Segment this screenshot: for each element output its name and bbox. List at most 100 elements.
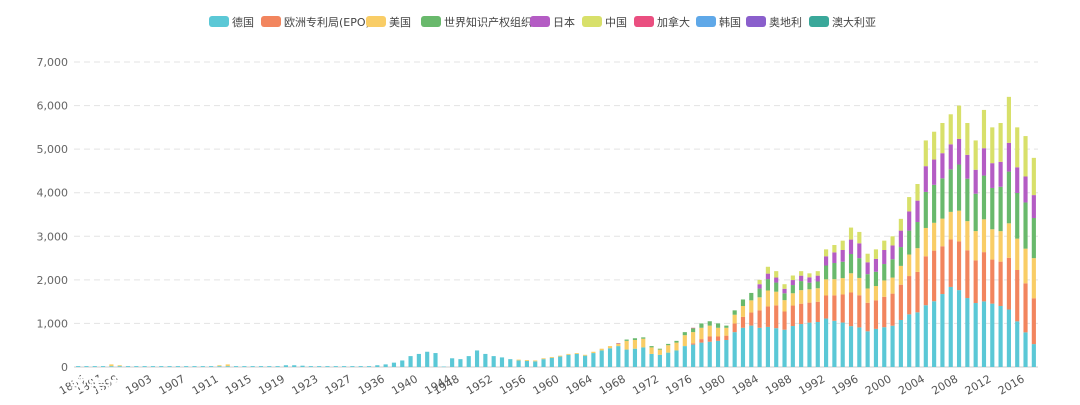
bar-segment [898, 265, 903, 285]
bar-segment [275, 366, 280, 367]
legend-item[interactable]: 日本 [530, 15, 575, 29]
bar-segment [632, 348, 638, 367]
bar-stack [765, 266, 770, 367]
legend-item[interactable]: 韩国 [696, 15, 741, 29]
bar-segment [848, 254, 854, 274]
bar-segment [873, 300, 879, 329]
bar-segment [292, 365, 297, 367]
bar-segment [657, 349, 662, 355]
bar-segment [533, 360, 538, 362]
bar-segment [840, 261, 845, 279]
bar-segment [865, 274, 870, 289]
legend-item[interactable]: 澳大利亚 [809, 15, 876, 29]
bar-segment [1006, 96, 1011, 143]
bar-segment [740, 316, 746, 328]
bar-segment [898, 284, 903, 320]
x-tick-label: 1915 [223, 372, 254, 397]
bar-stack [425, 351, 430, 367]
bar-segment [641, 337, 646, 339]
bar-segment [782, 284, 787, 289]
bar-segment [591, 353, 596, 367]
legend[interactable]: 德国 欧洲专利局(EPO) 美国 世界知识产权组织 日本 中国 加拿大 韩国 奥地利 澳大利亚 [209, 15, 876, 29]
bar-segment [408, 356, 413, 367]
legend-item[interactable]: 世界知识产权组织 [421, 15, 532, 29]
bar-segment [799, 271, 804, 276]
legend-item[interactable]: 加拿大 [634, 15, 690, 29]
bar-segment [973, 140, 978, 170]
bar-segment [998, 123, 1003, 162]
bar-stack [948, 114, 953, 367]
bar-stack [92, 366, 97, 367]
bar-stack [209, 366, 214, 367]
legend-item[interactable]: 德国 [209, 15, 254, 29]
bar-stack [840, 240, 845, 367]
bar-segment [325, 366, 330, 367]
bar-segment [848, 239, 854, 255]
bar-segment [699, 339, 704, 343]
bar-stack [865, 253, 870, 367]
legend-item[interactable]: 美国 [366, 16, 411, 29]
y-tick-label: 2,000 [37, 274, 69, 287]
bar-segment [890, 277, 895, 294]
bar-segment [682, 332, 687, 336]
bar-segment [998, 306, 1003, 367]
bar-stack [250, 366, 255, 367]
bar-segment [782, 293, 787, 301]
bar-segment [1031, 344, 1036, 367]
bar-segment [815, 275, 820, 282]
legend-item[interactable]: 欧洲专利局(EPO) [261, 15, 370, 29]
bar-stack [848, 227, 854, 367]
bar-segment [425, 351, 430, 367]
bar-stack [200, 366, 205, 367]
bar-stack [607, 346, 613, 367]
bar-segment [732, 310, 737, 315]
bar-stack [184, 366, 189, 367]
bar-segment [940, 153, 945, 179]
bar-segment [824, 265, 829, 280]
bar-stack [358, 366, 363, 367]
bar-segment [973, 193, 978, 232]
bar-stack [1023, 136, 1028, 367]
bar-segment [898, 247, 903, 266]
legend-swatch [582, 16, 602, 27]
bar-segment [1031, 298, 1036, 345]
x-tick-label: 1927 [323, 372, 354, 397]
bar-segment [857, 231, 862, 244]
bar-segment [848, 227, 854, 240]
bar-stack [76, 366, 81, 367]
bar-segment [84, 366, 89, 367]
bar-segment [458, 359, 463, 367]
bar-segment [1015, 270, 1020, 322]
bar-stack [333, 366, 338, 367]
bar-stack [275, 366, 280, 367]
x-tick-label: 1996 [830, 372, 861, 397]
bar-segment [782, 288, 787, 294]
y-tick-label: 4,000 [37, 187, 69, 200]
legend-item[interactable]: 奥地利 [746, 15, 802, 29]
bar-stack [317, 366, 322, 367]
bar-segment [765, 290, 770, 307]
bar-segment [765, 279, 770, 291]
bar-segment [358, 366, 363, 367]
bar-segment [1023, 176, 1028, 203]
bar-segment [824, 249, 829, 257]
bar-stack [267, 366, 272, 367]
bar-segment [466, 356, 471, 367]
bar-stack [715, 323, 721, 367]
y-tick-label: 1,000 [37, 317, 69, 330]
bar-segment [375, 365, 380, 367]
bar-segment [92, 366, 97, 367]
bar-stack [882, 240, 887, 367]
bar-segment [616, 346, 621, 367]
bar-segment [641, 347, 646, 367]
bar-segment [1006, 223, 1011, 258]
bar-segment [233, 366, 239, 367]
bar-segment [508, 359, 513, 367]
legend-item[interactable]: 中国 [582, 16, 627, 29]
bar-stack [400, 360, 405, 367]
bar-segment [915, 271, 920, 313]
bar-stack [898, 218, 903, 367]
bar-segment [998, 261, 1003, 306]
bar-segment [774, 282, 779, 292]
bar-segment [948, 114, 953, 145]
